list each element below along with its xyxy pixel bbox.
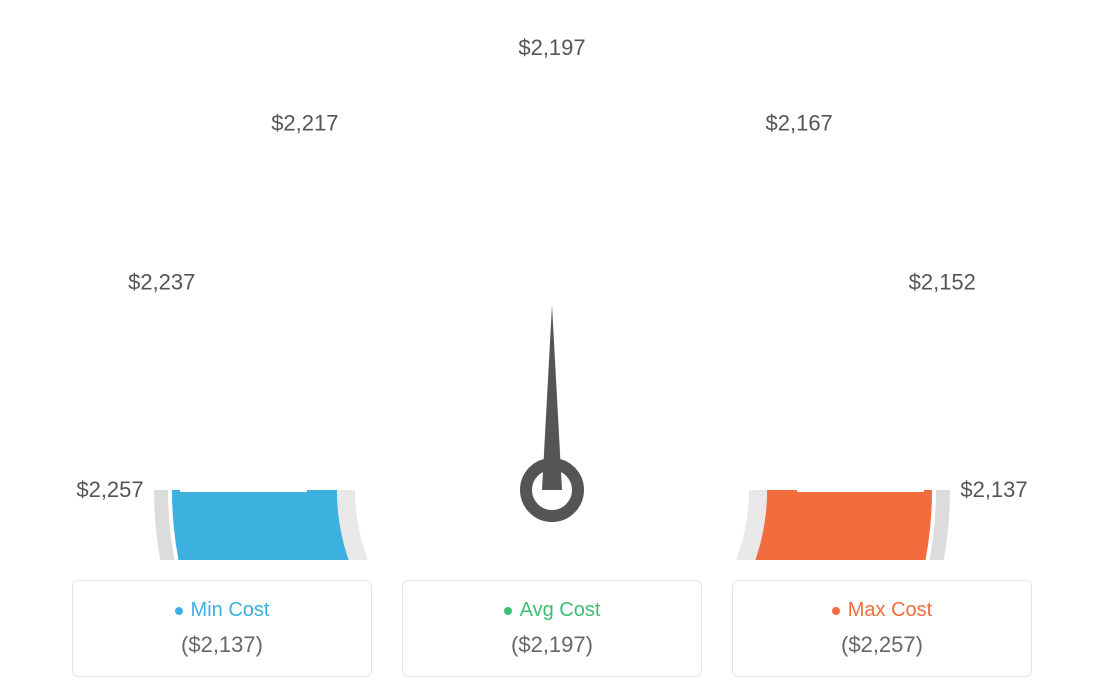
legend-dot-min [175,607,183,615]
gauge-svg: $2,137 $2,152 $2,167 $2,197 $2,217 $2,237 $2,2… [20,20,1084,560]
legend-title-min: Min Cost [97,599,347,622]
legend-row: Min Cost ($2,137) Avg Cost ($2,197) Max … [20,580,1084,677]
legend-card-max: Max Cost ($2,257) [732,580,1032,677]
svg-text:$2,137: $2,137 [960,477,1027,502]
legend-value-max: ($2,257) [757,632,1007,658]
svg-text:$2,217: $2,217 [271,111,338,136]
svg-text:$2,152: $2,152 [909,269,976,294]
legend-dot-max [832,607,840,615]
legend-title-max: Max Cost [757,599,1007,622]
legend-label-avg: Avg Cost [520,599,601,622]
svg-text:$2,167: $2,167 [766,111,833,136]
gauge-svg-container: $2,137 $2,152 $2,167 $2,197 $2,217 $2,237 $2,2… [20,20,1084,560]
cost-gauge-chart: $2,137 $2,152 $2,167 $2,197 $2,217 $2,237 $2,2… [20,20,1084,677]
legend-card-avg: Avg Cost ($2,197) [402,580,702,677]
svg-text:$2,257: $2,257 [76,477,143,502]
legend-dot-avg [504,607,512,615]
svg-text:$2,237: $2,237 [128,269,195,294]
legend-label-max: Max Cost [848,599,932,622]
svg-text:$2,197: $2,197 [518,35,585,60]
legend-card-min: Min Cost ($2,137) [72,580,372,677]
legend-value-min: ($2,137) [97,632,347,658]
legend-label-min: Min Cost [191,599,270,622]
legend-title-avg: Avg Cost [427,599,677,622]
legend-value-avg: ($2,197) [427,632,677,658]
